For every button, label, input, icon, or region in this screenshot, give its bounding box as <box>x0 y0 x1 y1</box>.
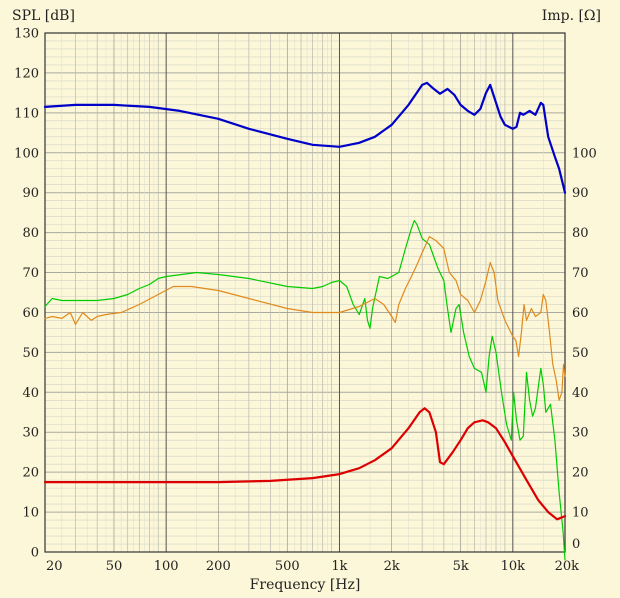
y-tick-label-left: 40 <box>22 386 39 401</box>
y-tick-label-right: 100 <box>572 146 597 161</box>
y-tick-label-right: 70 <box>572 266 589 281</box>
y-tick-label-left: 0 <box>31 546 39 561</box>
y-tick-label-left: 130 <box>14 27 39 42</box>
y-axis-right-title: Imp. [Ω] <box>542 8 601 24</box>
x-tick-label: 200 <box>206 559 231 574</box>
y-axis-left: 0 10 20 30 40 50 60 70 80 90 100 110 120 130 <box>14 27 39 561</box>
y-tick-label-right: 30 <box>572 426 589 441</box>
x-tick-label: 2k <box>384 559 400 574</box>
y-tick-label-left: 30 <box>22 426 39 441</box>
x-tick-label: 20 <box>46 559 63 574</box>
x-tick-label: 500 <box>275 559 300 574</box>
y-tick-label-right: 60 <box>572 306 589 321</box>
y-tick-label-left: 20 <box>22 466 39 481</box>
y-tick-label-right: 90 <box>572 186 589 201</box>
x-axis: 20 50 100 200 500 1k 2k 5k 10k 20k <box>46 559 579 574</box>
y-tick-label-left: 50 <box>22 346 39 361</box>
x-tick-label: 50 <box>106 559 123 574</box>
series-line-1 <box>43 81 567 194</box>
plot-frame <box>44 32 566 553</box>
y-tick-label-right: 20 <box>572 466 589 481</box>
series-line-4 <box>43 407 567 521</box>
y-tick-label-left: 90 <box>22 186 39 201</box>
x-tick-label: 5k <box>453 559 469 574</box>
x-tick-label: 1k <box>331 559 347 574</box>
y-tick-label-right: 40 <box>572 386 589 401</box>
x-tick-label: 20k <box>555 559 580 574</box>
x-tick-label: 10k <box>501 559 526 574</box>
x-tick-label: 100 <box>154 559 179 574</box>
series-group <box>43 81 567 561</box>
y-axis-left-title: SPL [dB] <box>12 8 75 24</box>
y-tick-label-right: 0 <box>572 537 580 552</box>
series-line-2 <box>44 220 566 561</box>
y-tick-label-left: 80 <box>22 226 39 241</box>
y-tick-label-left: 120 <box>14 66 39 81</box>
x-axis-title: Frequency [Hz] <box>250 577 361 593</box>
y-axis-right: 0 10 20 30 40 50 60 70 80 90 100 <box>572 146 597 552</box>
grid <box>44 32 566 553</box>
y-tick-label-right: 80 <box>572 226 589 241</box>
y-tick-label-left: 110 <box>14 106 39 121</box>
y-tick-label-left: 60 <box>22 306 39 321</box>
series-line-3 <box>44 236 566 401</box>
y-tick-label-left: 70 <box>22 266 39 281</box>
y-tick-label-right: 50 <box>572 346 589 361</box>
y-tick-label-left: 10 <box>22 506 39 521</box>
y-tick-label-right: 10 <box>572 506 589 521</box>
y-tick-label-left: 100 <box>14 146 39 161</box>
